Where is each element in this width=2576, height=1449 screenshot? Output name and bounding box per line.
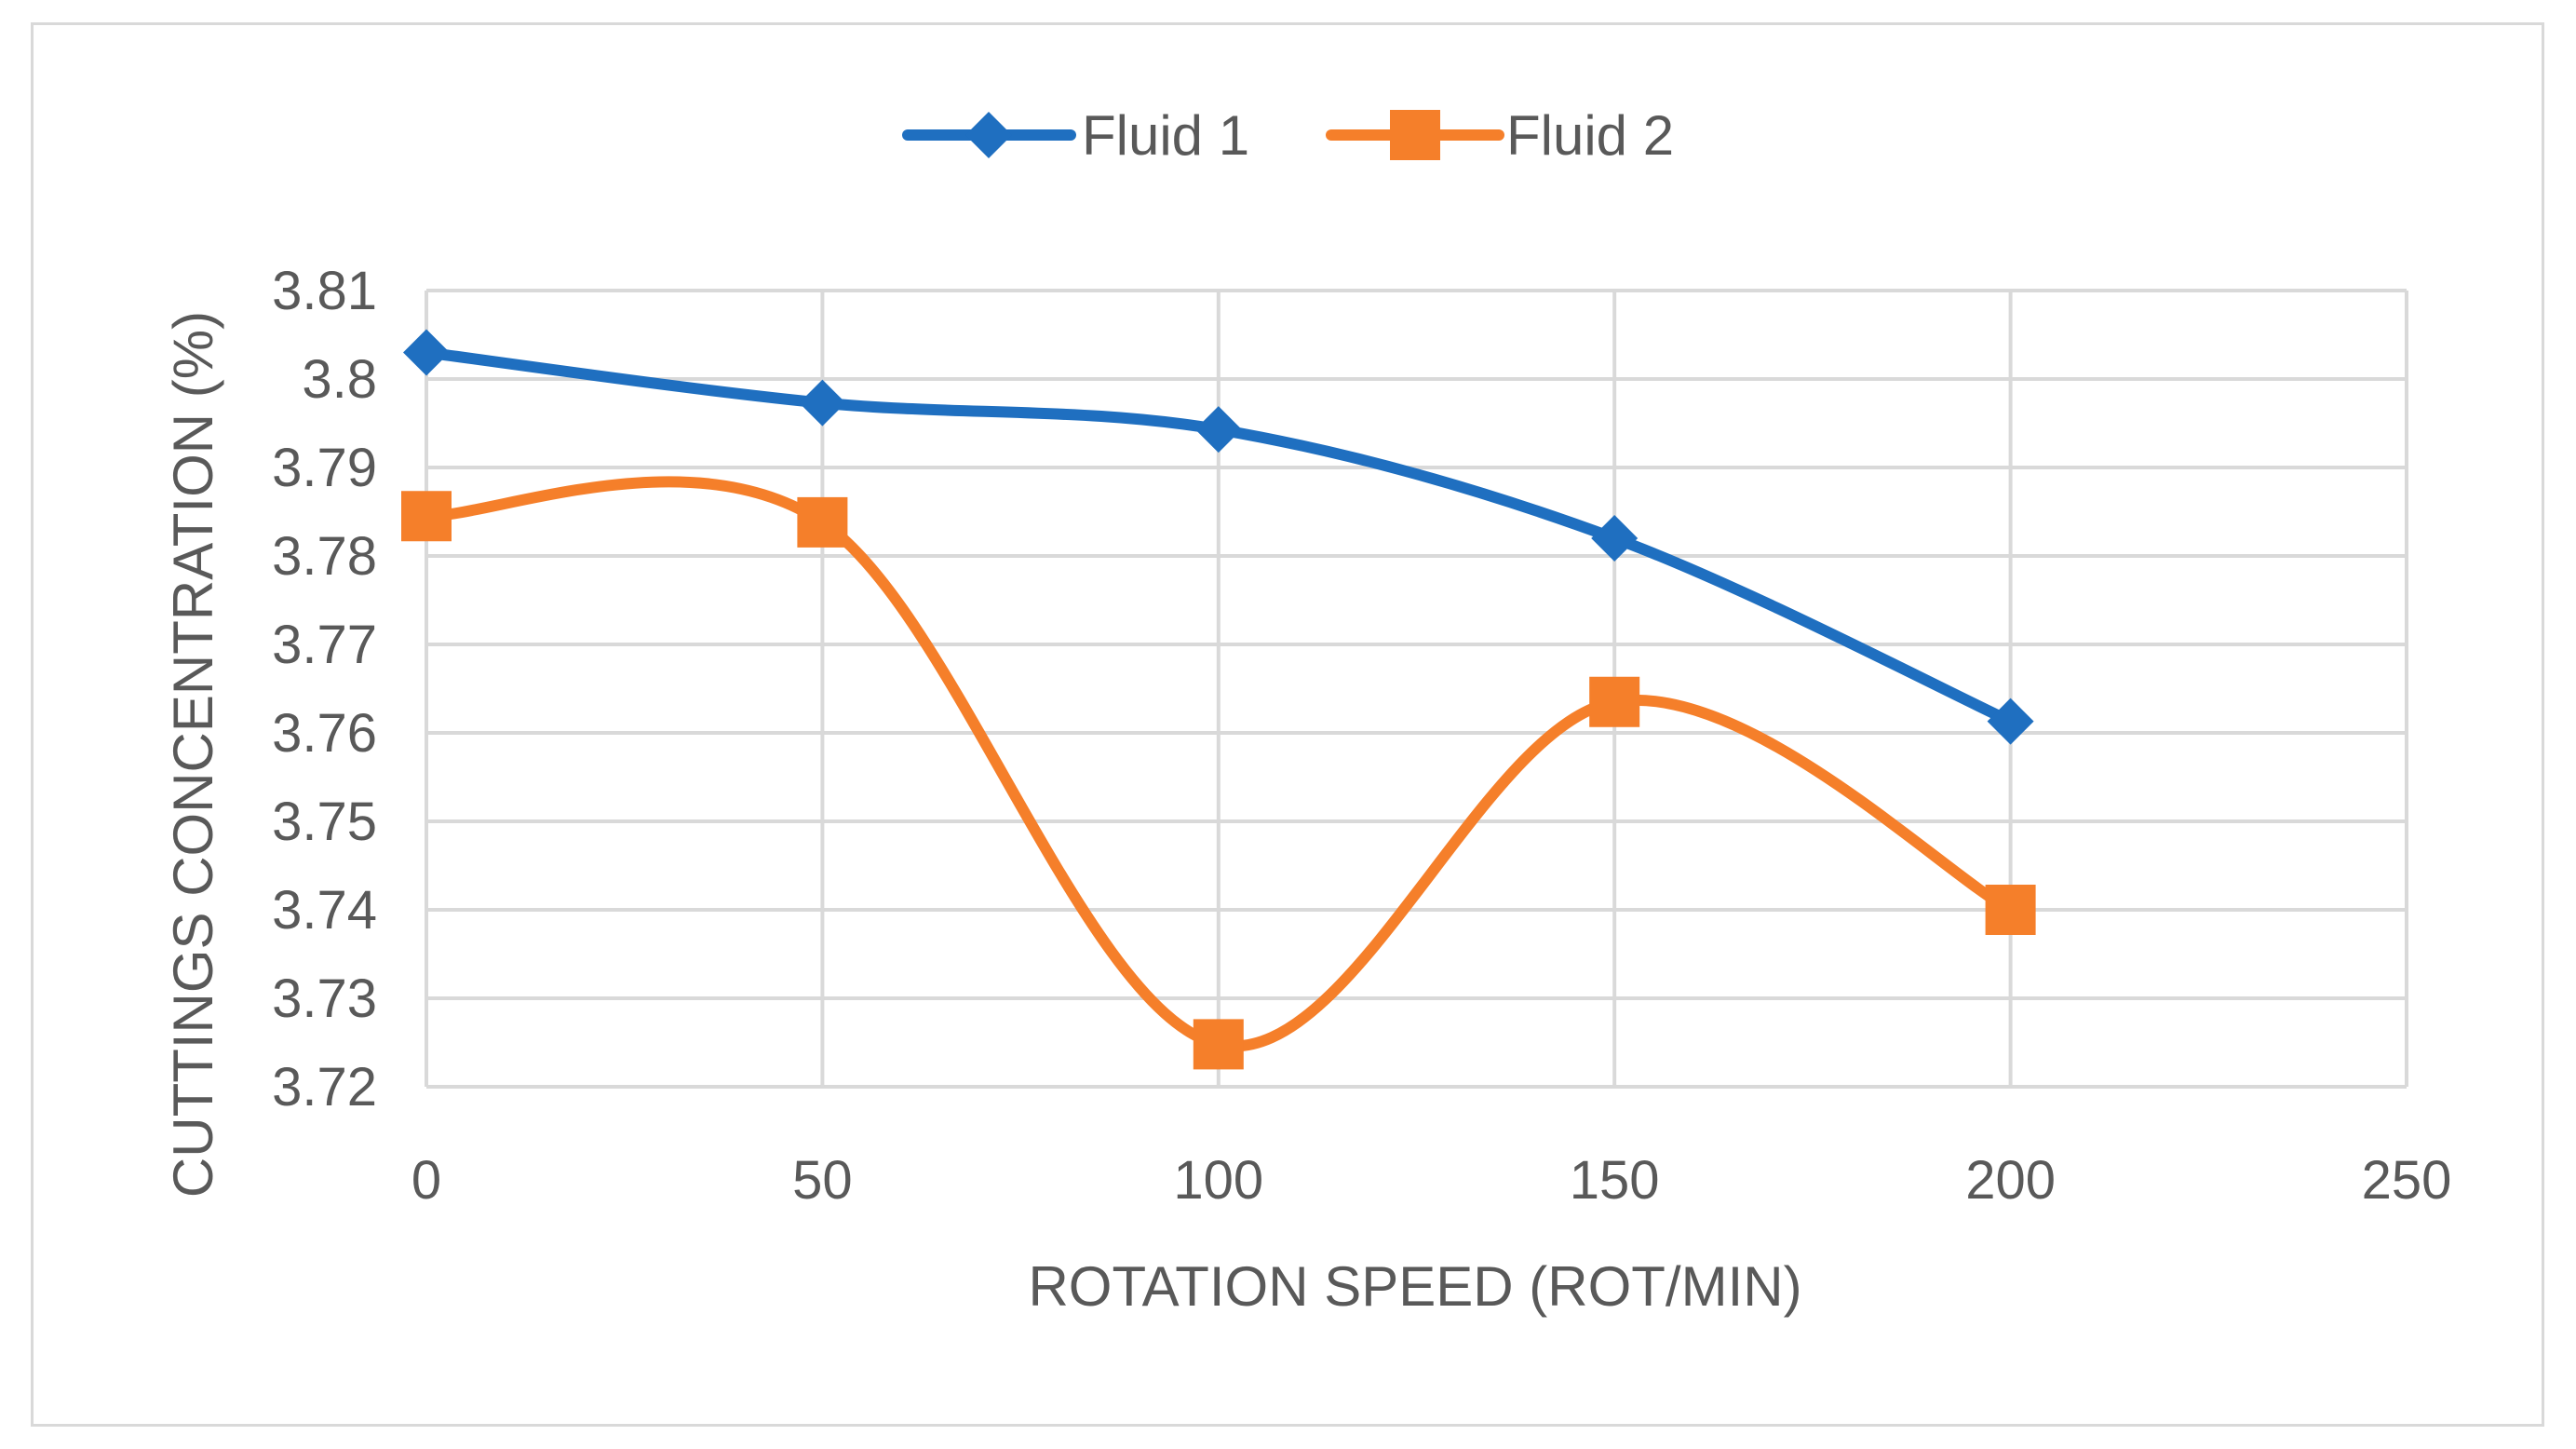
- series-markers: [401, 329, 2036, 1070]
- data-point-marker: [1589, 676, 1640, 727]
- data-point-marker: [797, 496, 848, 548]
- legend-label: Fluid 1: [1082, 104, 1249, 167]
- y-tick-label: 3.73: [272, 968, 377, 1029]
- data-point-marker: [1193, 1019, 1244, 1070]
- y-tick-label: 3.77: [272, 615, 377, 675]
- x-tick-label: 200: [1965, 1150, 2056, 1211]
- x-tick-label: 0: [411, 1150, 441, 1211]
- x-tick-label: 100: [1173, 1150, 1263, 1211]
- data-point-marker: [1194, 406, 1242, 454]
- x-axis-title: ROTATION SPEED (ROT/MIN): [1028, 1255, 1801, 1318]
- data-point-marker: [401, 491, 452, 542]
- y-tick-label: 3.8: [302, 349, 377, 410]
- legend-marker: [965, 112, 1012, 158]
- y-tick-label: 3.78: [272, 526, 377, 587]
- data-point-marker: [1985, 885, 2036, 935]
- data-point-marker: [1987, 697, 2034, 745]
- data-point-marker: [1591, 515, 1639, 562]
- y-tick-label: 3.81: [272, 261, 377, 321]
- y-tick-label: 3.75: [272, 792, 377, 852]
- legend-label: Fluid 2: [1506, 104, 1674, 167]
- legend-marker: [1390, 110, 1440, 160]
- data-point-marker: [799, 379, 846, 427]
- y-axis-title: CUTTINGS CONCENTRATION (%): [162, 311, 224, 1198]
- gridlines: [425, 289, 2408, 1089]
- x-axis-ticks: 0 50 100 150 200 250: [411, 1150, 2452, 1211]
- y-tick-label: 3.79: [272, 438, 377, 498]
- x-tick-label: 150: [1570, 1150, 1660, 1211]
- legend: Fluid 1 Fluid 2: [902, 104, 1674, 167]
- data-point-marker: [403, 329, 450, 376]
- y-tick-label: 3.72: [272, 1057, 377, 1117]
- x-tick-label: 250: [2362, 1150, 2452, 1211]
- y-tick-label: 3.74: [272, 880, 377, 941]
- y-axis-ticks: 3.72 3.73 3.74 3.75 3.76 3.77 3.78 3.79 3.8 3.81: [272, 261, 377, 1117]
- x-tick-label: 50: [792, 1150, 853, 1211]
- chart-frame: [31, 22, 2544, 1427]
- y-tick-label: 3.76: [272, 703, 377, 764]
